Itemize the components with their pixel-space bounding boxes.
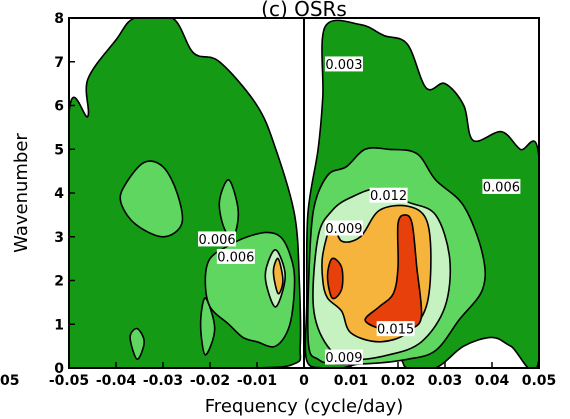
x-tick-label: 0	[299, 373, 309, 389]
contour-label-background	[198, 231, 237, 247]
y-tick-label: 3	[54, 230, 64, 246]
x-axis-label: Frequency (cycle/day)	[205, 396, 403, 417]
x-axis-ticks: -0.05 -0.04 -0.03 -0.02 -0.01 0 0.01 0.02 0.03 0.…	[49, 362, 556, 389]
y-tick-label: 0	[54, 361, 64, 377]
contour-region-0_012-11	[272, 257, 284, 295]
contour-region-0_015-12	[326, 257, 344, 300]
contour-region-0_006-5	[129, 327, 145, 361]
contour-label: 0.009	[325, 351, 362, 366]
y-tick-label: 6	[54, 99, 64, 115]
contour-label: 0.015	[377, 323, 414, 338]
contour-label: 0.006	[198, 233, 235, 248]
x-tick-label: 0.03	[428, 373, 463, 389]
x-tick-label: -0.05	[49, 373, 89, 389]
x-tick-label: -0.02	[190, 373, 230, 389]
y-tick-label: 7	[54, 55, 64, 71]
x-tick-label: -0.01	[237, 373, 277, 389]
y-tick-label: 2	[54, 274, 64, 290]
contour-label-background	[376, 321, 415, 337]
left-edge-tick-fragment: 05	[0, 373, 19, 389]
x-tick-label: 0.04	[475, 373, 510, 389]
contour-label-background	[324, 220, 363, 236]
y-axis-ticks: 0 1 2 3 4 5 6 7 8	[54, 11, 75, 377]
contour-label-background	[324, 56, 363, 72]
contour-region-0_006-6	[199, 297, 216, 356]
y-axis-label: Wavenumber	[11, 133, 32, 253]
x-tick-label: -0.03	[143, 373, 183, 389]
contour-label: 0.009	[325, 222, 362, 237]
contour-label-background	[482, 178, 521, 194]
contour-label: 0.006	[483, 180, 520, 195]
y-tick-label: 4	[54, 186, 64, 202]
x-tick-label: 0.05	[522, 373, 557, 389]
y-tick-label: 5	[54, 142, 64, 158]
contour-label-background	[324, 349, 363, 365]
contour-label: 0.012	[370, 189, 407, 204]
contour-region-0_006-2	[119, 160, 184, 238]
title-group: (c) OSRs	[261, 0, 347, 21]
x-tick-label: 0.02	[381, 373, 416, 389]
x-tick-label: -0.04	[96, 373, 137, 389]
contour-regions	[69, 18, 539, 368]
contour-label-background	[216, 248, 255, 264]
x-tick-label: 0.01	[334, 373, 369, 389]
contour-label-background	[369, 187, 408, 203]
contour-region-0_006-3	[218, 179, 240, 239]
chart-title: (c) OSRs	[261, 0, 347, 21]
contour-label: 0.003	[325, 58, 362, 73]
y-tick-label: 1	[54, 317, 64, 333]
y-tick-label: 8	[54, 11, 64, 27]
contour-labels: 0.003 0.006 0.012 0.009 0.006 0.006 0.015 0.009	[198, 56, 521, 366]
contour-label: 0.006	[217, 250, 254, 265]
